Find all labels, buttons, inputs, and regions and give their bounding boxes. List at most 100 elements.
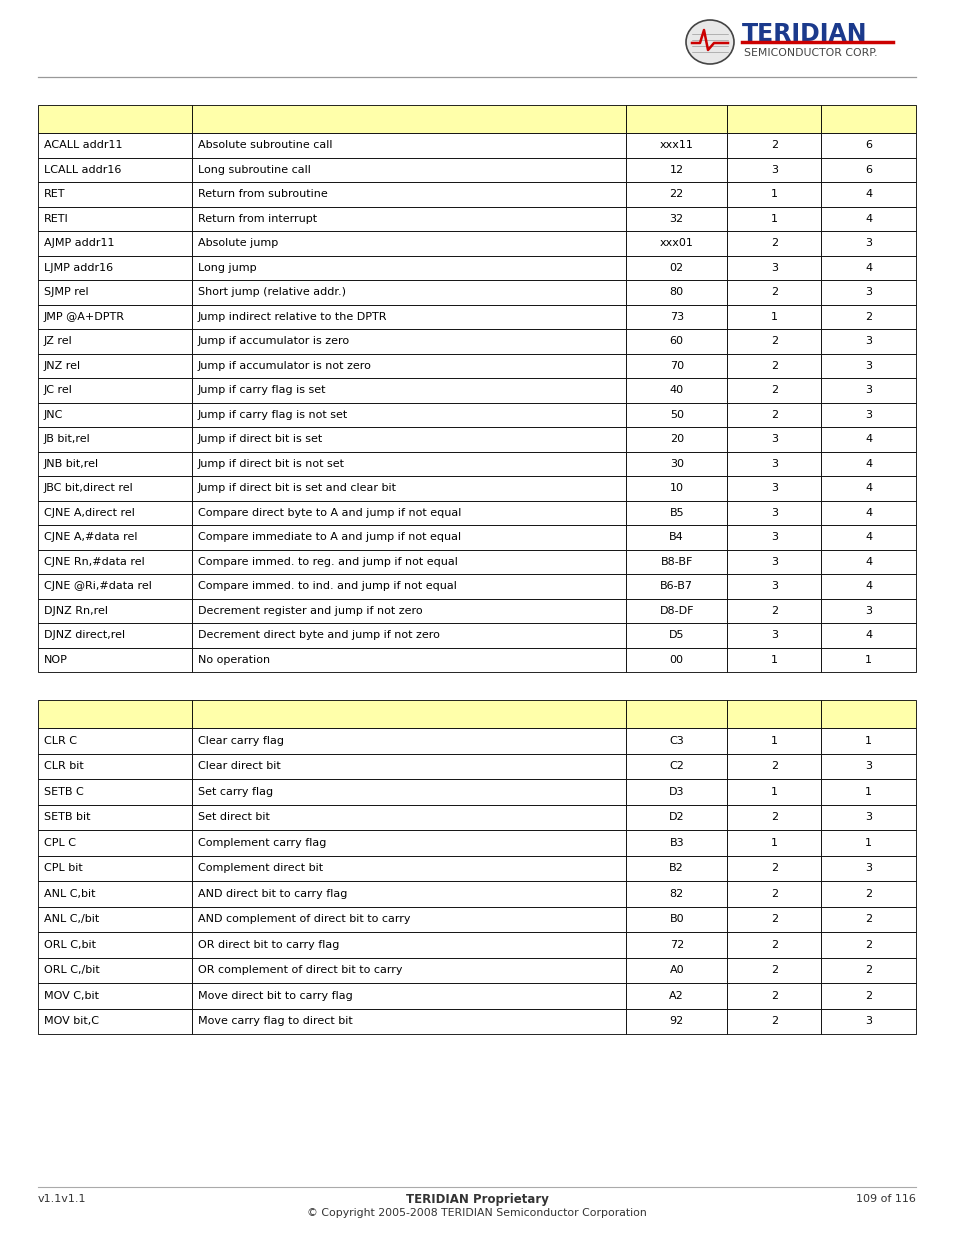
Text: 2: 2 xyxy=(864,311,871,322)
Bar xyxy=(38,452,192,475)
Text: CJNE A,direct rel: CJNE A,direct rel xyxy=(44,508,134,517)
Text: Return from subroutine: Return from subroutine xyxy=(197,189,327,199)
Text: No operation: No operation xyxy=(197,655,270,664)
Text: v1.1v1.1: v1.1v1.1 xyxy=(38,1194,87,1204)
Bar xyxy=(625,753,726,779)
Bar xyxy=(821,647,915,672)
Bar xyxy=(38,856,192,881)
Text: 2: 2 xyxy=(770,761,777,771)
Text: B3: B3 xyxy=(669,837,683,847)
Bar xyxy=(625,647,726,672)
Bar xyxy=(726,475,821,500)
Text: A0: A0 xyxy=(669,966,683,976)
Bar xyxy=(821,525,915,550)
Text: Move carry flag to direct bit: Move carry flag to direct bit xyxy=(197,1016,352,1026)
Bar xyxy=(625,525,726,550)
Bar xyxy=(726,133,821,158)
Bar xyxy=(821,452,915,475)
Bar xyxy=(726,452,821,475)
Text: 20: 20 xyxy=(669,435,683,445)
Bar xyxy=(821,574,915,599)
Bar xyxy=(192,133,625,158)
Text: Jump if accumulator is not zero: Jump if accumulator is not zero xyxy=(197,361,371,370)
Text: LJMP addr16: LJMP addr16 xyxy=(44,263,113,273)
Bar xyxy=(726,550,821,574)
Bar xyxy=(38,305,192,329)
Bar xyxy=(192,550,625,574)
Text: 1: 1 xyxy=(770,214,777,224)
Bar xyxy=(625,158,726,182)
Bar xyxy=(625,256,726,280)
Bar xyxy=(192,957,625,983)
Bar xyxy=(625,727,726,753)
Bar xyxy=(821,280,915,305)
Bar xyxy=(726,574,821,599)
Text: Clear direct bit: Clear direct bit xyxy=(197,761,280,771)
Bar xyxy=(821,599,915,622)
Bar xyxy=(192,353,625,378)
Text: SETB C: SETB C xyxy=(44,787,84,797)
Bar xyxy=(625,231,726,256)
Bar xyxy=(625,957,726,983)
Text: 32: 32 xyxy=(669,214,683,224)
Text: CJNE @Ri,#data rel: CJNE @Ri,#data rel xyxy=(44,582,152,592)
Text: 4: 4 xyxy=(864,483,871,493)
Bar xyxy=(821,856,915,881)
Bar xyxy=(192,856,625,881)
Bar xyxy=(38,804,192,830)
Bar xyxy=(192,525,625,550)
Text: JB bit,rel: JB bit,rel xyxy=(44,435,91,445)
Bar xyxy=(38,830,192,856)
Bar xyxy=(726,727,821,753)
Bar xyxy=(625,1009,726,1034)
Bar xyxy=(38,353,192,378)
Bar xyxy=(38,622,192,647)
Text: 3: 3 xyxy=(864,605,871,616)
Bar xyxy=(192,403,625,427)
Text: Long jump: Long jump xyxy=(197,263,256,273)
Text: 60: 60 xyxy=(669,336,683,346)
Text: DJNZ direct,rel: DJNZ direct,rel xyxy=(44,630,125,640)
Text: 2: 2 xyxy=(770,288,777,298)
Bar xyxy=(726,599,821,622)
Text: 70: 70 xyxy=(669,361,683,370)
Text: xxx01: xxx01 xyxy=(659,238,693,248)
Text: JNZ rel: JNZ rel xyxy=(44,361,81,370)
Text: 2: 2 xyxy=(864,889,871,899)
Text: Short jump (relative addr.): Short jump (relative addr.) xyxy=(197,288,345,298)
Text: Jump if carry flag is not set: Jump if carry flag is not set xyxy=(197,410,348,420)
Text: 80: 80 xyxy=(669,288,683,298)
Text: 4: 4 xyxy=(864,435,871,445)
Text: 2: 2 xyxy=(770,966,777,976)
Bar xyxy=(625,500,726,525)
Bar xyxy=(726,427,821,452)
Text: Compare direct byte to A and jump if not equal: Compare direct byte to A and jump if not… xyxy=(197,508,460,517)
Bar xyxy=(625,206,726,231)
Text: 3: 3 xyxy=(770,582,777,592)
Text: 3: 3 xyxy=(864,238,871,248)
Bar xyxy=(821,550,915,574)
Text: TERIDIAN Proprietary: TERIDIAN Proprietary xyxy=(405,1193,548,1205)
Text: JZ rel: JZ rel xyxy=(44,336,72,346)
Text: 109 of 116: 109 of 116 xyxy=(855,1194,915,1204)
Bar xyxy=(192,983,625,1009)
Bar xyxy=(821,804,915,830)
Text: CJNE A,#data rel: CJNE A,#data rel xyxy=(44,532,137,542)
Bar xyxy=(821,881,915,906)
Bar xyxy=(38,133,192,158)
Text: 1: 1 xyxy=(770,189,777,199)
Bar xyxy=(192,622,625,647)
Text: CLR C: CLR C xyxy=(44,736,77,746)
Text: 3: 3 xyxy=(770,164,777,174)
Text: 4: 4 xyxy=(864,532,871,542)
Bar xyxy=(726,957,821,983)
Bar xyxy=(192,599,625,622)
Text: 3: 3 xyxy=(770,508,777,517)
Bar xyxy=(726,830,821,856)
Bar xyxy=(192,305,625,329)
Bar xyxy=(726,932,821,957)
Text: 2: 2 xyxy=(770,238,777,248)
Bar xyxy=(625,305,726,329)
Bar xyxy=(821,182,915,206)
Text: 50: 50 xyxy=(669,410,683,420)
